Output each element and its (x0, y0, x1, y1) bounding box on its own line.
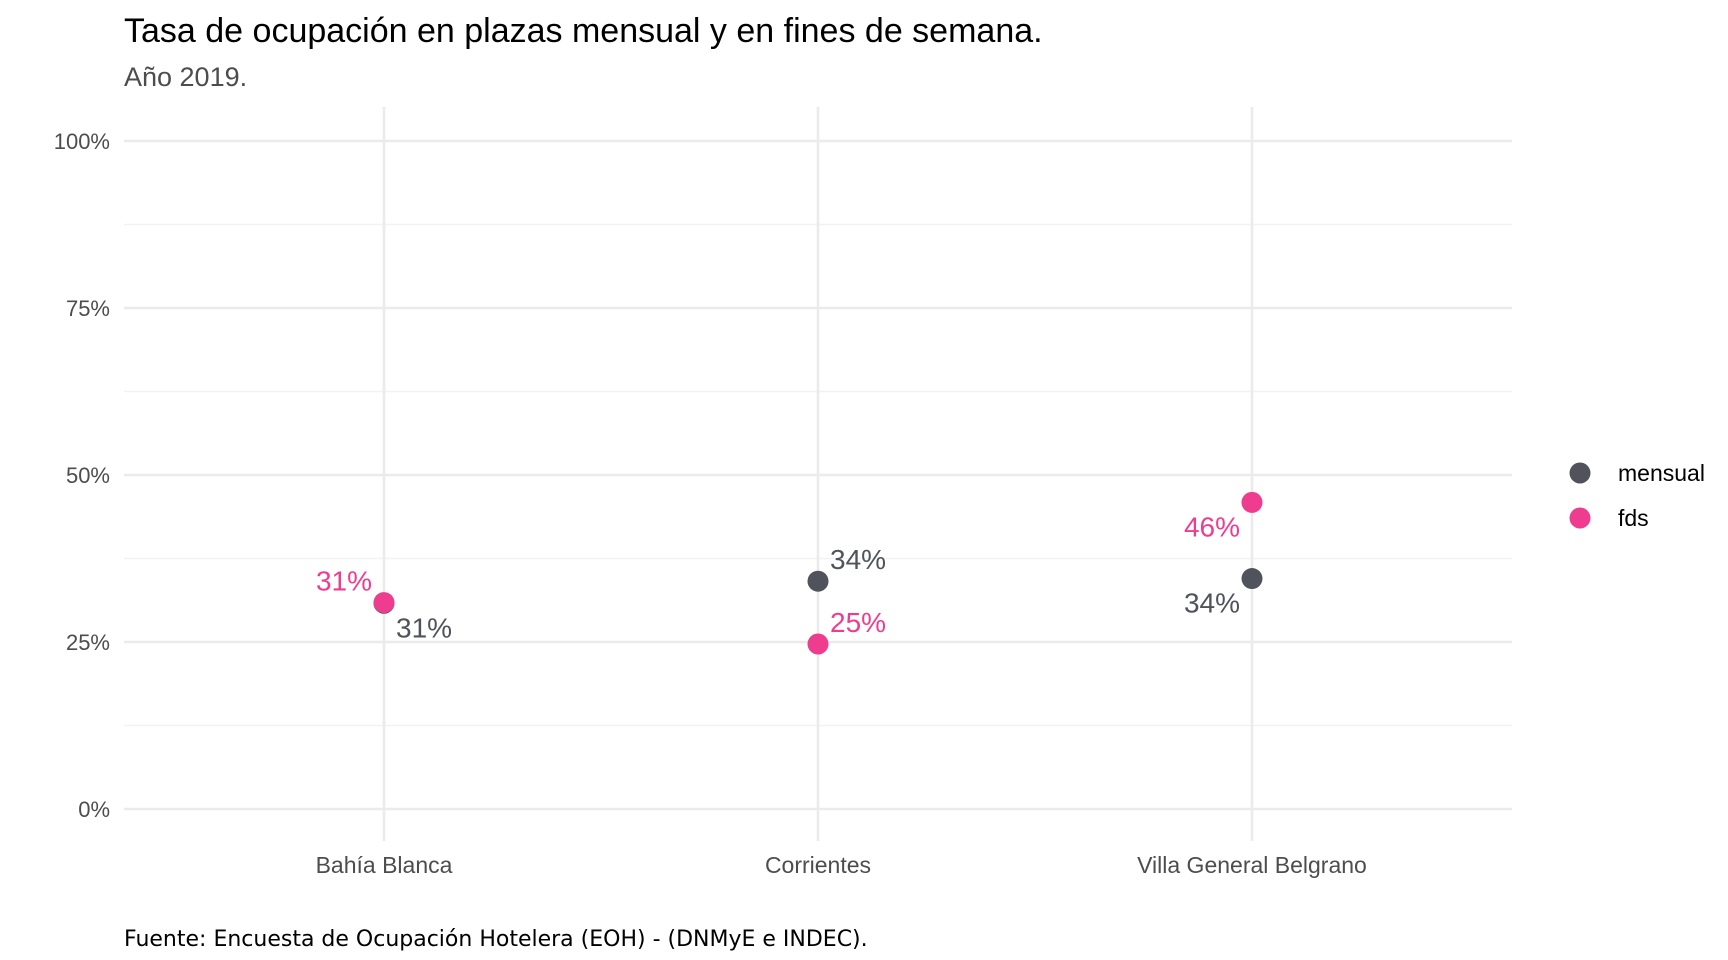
x-tick-label: Bahía Blanca (316, 852, 453, 878)
legend-key-fds (1569, 507, 1591, 529)
data-label-fds: 46% (1184, 511, 1240, 542)
legend-label-fds: fds (1618, 505, 1649, 531)
data-point-fds (807, 633, 829, 655)
y-tick-label: 75% (66, 296, 110, 321)
y-tick-label: 25% (66, 630, 110, 655)
y-tick-label: 100% (54, 129, 110, 154)
y-tick-label: 50% (66, 463, 110, 488)
data-point-mensual (807, 570, 829, 592)
data-point-mensual (1241, 568, 1263, 590)
chart-caption: Fuente: Encuesta de Ocupación Hotelera (… (124, 927, 868, 952)
legend-key-mensual (1569, 462, 1591, 484)
data-label-mensual: 34% (830, 544, 886, 575)
x-tick-label: Villa General Belgrano (1137, 852, 1367, 878)
chart-subtitle: Año 2019. (124, 62, 247, 92)
chart-title: Tasa de ocupación en plazas mensual y en… (124, 12, 1043, 50)
data-label-mensual: 34% (1184, 588, 1240, 619)
legend-label-mensual: mensual (1618, 460, 1705, 486)
data-point-fds (373, 592, 395, 614)
data-points (373, 491, 1263, 655)
data-labels: 31% 34% 34% 31% 25% 46% (316, 511, 1240, 643)
data-label-fds: 31% (316, 566, 372, 597)
data-point-fds (1241, 491, 1263, 513)
legend: mensual fds (1569, 460, 1705, 531)
grid (124, 107, 1512, 841)
data-label-fds: 25% (830, 607, 886, 638)
y-axis: 0% 25% 50% 75% 100% (54, 129, 110, 822)
y-tick-label: 0% (78, 797, 110, 822)
x-tick-label: Corrientes (765, 852, 871, 878)
x-axis: Bahía Blanca Corrientes Villa General Belg… (316, 852, 1367, 878)
data-label-mensual: 31% (396, 612, 452, 643)
